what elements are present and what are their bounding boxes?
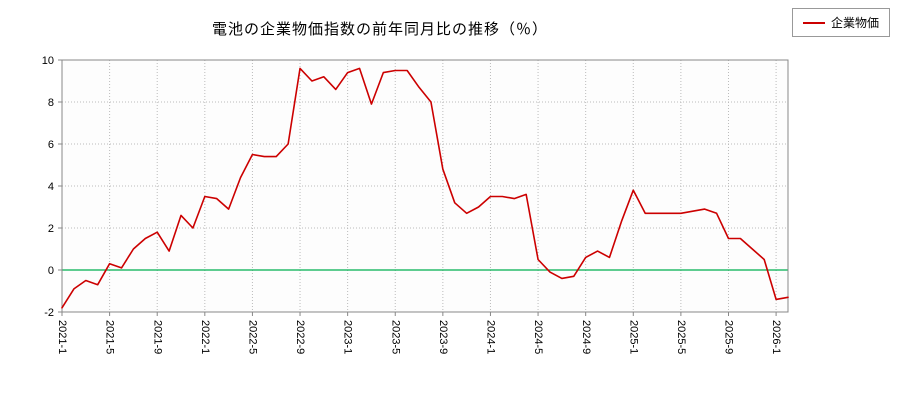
chart-title: 電池の企業物価指数の前年同月比の推移（％） xyxy=(211,21,548,38)
svg-text:2021-5: 2021-5 xyxy=(104,320,116,354)
svg-text:2022-9: 2022-9 xyxy=(294,320,306,354)
svg-text:4: 4 xyxy=(48,181,54,193)
x-axis-labels: 2021-1 2021-5 2021-9 2022-1 2022-5 2022-9 2023… xyxy=(56,312,782,354)
svg-text:2024-9: 2024-9 xyxy=(580,320,592,354)
series-line xyxy=(61,67,789,309)
svg-text:6: 6 xyxy=(48,139,54,151)
legend-label: 企業物価 xyxy=(830,16,879,30)
svg-text:8: 8 xyxy=(48,97,54,109)
svg-text:2023-9: 2023-9 xyxy=(437,320,449,354)
svg-text:2021-9: 2021-9 xyxy=(151,320,163,354)
legend: 企業物価 xyxy=(791,8,890,37)
svg-text:2025-5: 2025-5 xyxy=(675,320,687,354)
svg-text:2023-5: 2023-5 xyxy=(389,320,401,354)
svg-text:2025-9: 2025-9 xyxy=(723,320,735,354)
svg-text:2021-1: 2021-1 xyxy=(56,320,68,354)
svg-text:2023-1: 2023-1 xyxy=(342,320,354,354)
svg-text:2026-1: 2026-1 xyxy=(770,320,782,354)
svg-text:2024-1: 2024-1 xyxy=(485,320,497,354)
legend-line-swatch-icon xyxy=(802,21,825,24)
svg-text:2024-5: 2024-5 xyxy=(532,320,544,354)
svg-text:-2: -2 xyxy=(44,307,54,319)
svg-text:0: 0 xyxy=(48,265,54,277)
svg-text:10: 10 xyxy=(42,55,54,67)
svg-text:2022-1: 2022-1 xyxy=(199,320,211,354)
svg-text:2022-5: 2022-5 xyxy=(247,320,259,354)
svg-text:2025-1: 2025-1 xyxy=(627,320,639,354)
svg-text:2: 2 xyxy=(48,223,54,235)
y-axis-labels: -2 0 2 4 6 8 10 xyxy=(42,55,62,319)
